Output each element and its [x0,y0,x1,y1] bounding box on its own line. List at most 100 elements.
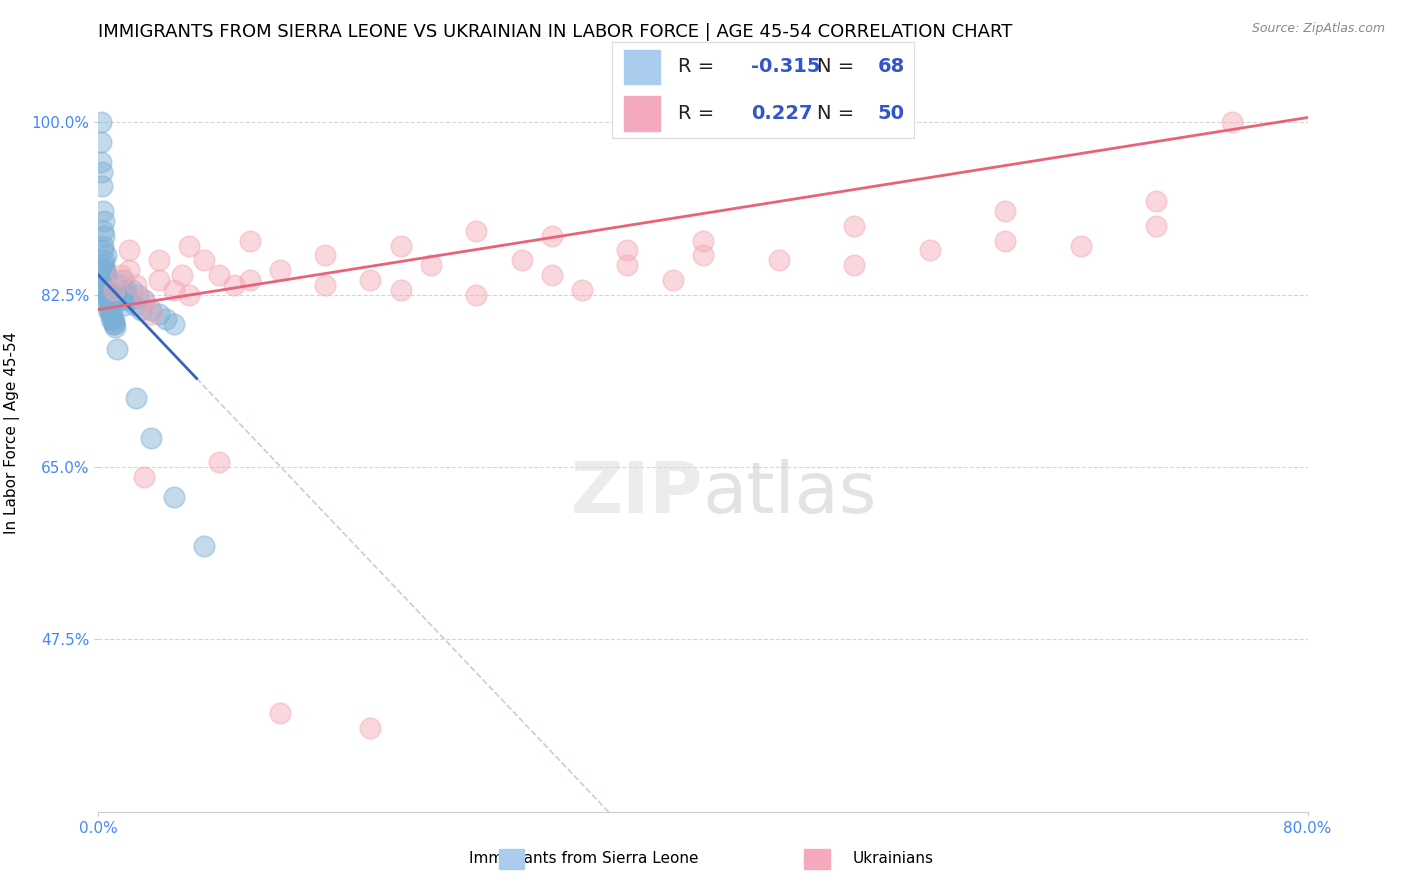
Point [148,308,170,322]
Point [540,228,562,243]
Point [108,277,131,292]
FancyBboxPatch shape [624,50,659,85]
Point [90,135,112,149]
Point [844,219,866,233]
Point [118,263,141,277]
Text: Immigrants from Sierra Leone: Immigrants from Sierra Leone [468,851,699,865]
Point [314,248,336,262]
Point [103,283,125,297]
Point [118,244,141,258]
Point [170,268,193,282]
Point [91,238,114,252]
Point [93,228,115,243]
Point [98,299,121,313]
Point [97,290,120,304]
Point [110,293,132,307]
Point [94,273,117,287]
Point [844,258,866,272]
Point [96,280,118,294]
Point [90,115,112,129]
Point [314,277,336,292]
Point [141,431,163,445]
Text: 50: 50 [877,103,904,123]
Point [98,296,121,310]
Point [97,293,120,307]
Text: R =: R = [678,103,721,123]
Point [616,244,638,258]
Text: Source: ZipAtlas.com: Source: ZipAtlas.com [1251,22,1385,36]
Point [101,312,124,326]
Point [661,273,683,287]
Point [93,253,115,268]
Point [148,273,170,287]
Point [96,285,118,299]
Point [100,304,122,318]
Point [103,318,125,332]
Point [96,268,118,282]
FancyBboxPatch shape [624,95,659,130]
Point [269,706,291,721]
Point [112,297,135,311]
Point [96,283,118,297]
Point [389,238,412,252]
Point [98,287,121,301]
Text: IMMIGRANTS FROM SIERRA LEONE VS UKRAINIAN IN LABOR FORCE | AGE 45-54 CORRELATION: IMMIGRANTS FROM SIERRA LEONE VS UKRAINIA… [98,23,1012,41]
Point [94,275,117,289]
Point [163,318,186,332]
Point [420,258,443,272]
Point [127,287,149,301]
Text: ZIP: ZIP [571,458,703,528]
Point [115,287,138,301]
Point [208,455,231,469]
Point [132,293,155,307]
Point [103,314,125,328]
Point [94,268,117,282]
Point [1146,194,1168,209]
Point [103,318,125,332]
Point [100,312,122,326]
Point [994,234,1017,248]
Point [124,297,146,311]
Point [193,539,215,553]
Point [118,293,141,307]
Point [101,310,124,325]
Point [91,224,114,238]
Point [105,287,128,301]
Point [100,308,122,322]
Point [994,204,1017,219]
Point [179,287,201,301]
Point [111,273,134,287]
Point [94,263,117,277]
Point [93,263,115,277]
Point [360,721,382,735]
Point [94,277,117,292]
Point [125,391,148,405]
Point [104,320,127,334]
Point [571,283,593,297]
Point [110,268,132,282]
Point [163,490,186,504]
Point [540,268,562,282]
Point [141,308,163,322]
Point [360,273,382,287]
Point [193,253,215,268]
Point [1146,219,1168,233]
Point [93,214,115,228]
Point [224,277,246,292]
Point [107,293,129,307]
Point [768,253,790,268]
Point [1070,238,1092,252]
Point [179,238,201,252]
Point [510,253,533,268]
Point [155,312,177,326]
Point [97,294,120,309]
Point [94,248,117,262]
Text: N =: N = [817,103,860,123]
Text: N =: N = [817,57,860,77]
Point [208,268,231,282]
Point [96,287,118,301]
Point [269,263,291,277]
Point [105,342,128,356]
Point [90,154,112,169]
Point [97,302,120,317]
